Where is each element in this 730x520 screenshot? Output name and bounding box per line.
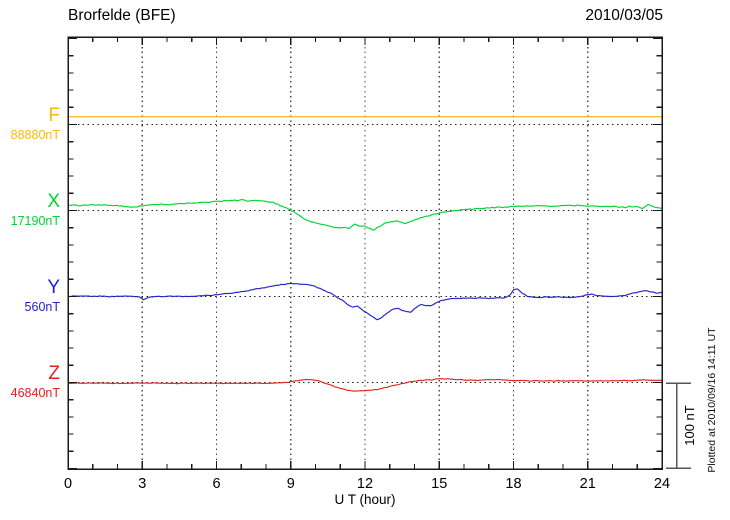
channel-baseline-value-f: 88880nT — [10, 128, 60, 142]
trace-layer — [67, 116, 663, 392]
x-axis-tick-label: 6 — [212, 476, 220, 492]
scale-bar-label: 100 nT — [682, 405, 697, 446]
channel-letter-f: F — [48, 105, 60, 126]
x-axis-tick-label: 3 — [138, 476, 146, 492]
channel-label-f: F 88880nT — [11, 106, 60, 143]
x-axis-tick-label: 15 — [431, 476, 447, 492]
x-axis-title: U T (hour) — [334, 492, 395, 507]
x-axis-tick-label: 21 — [580, 476, 596, 492]
channel-label-x: X 17190nT — [11, 192, 60, 229]
channel-letter-z: Z — [48, 363, 60, 384]
x-axis-tick-label: 9 — [287, 476, 295, 492]
scale-bar — [666, 382, 691, 469]
x-axis-tick-label: 12 — [357, 476, 373, 492]
trace-y — [67, 282, 663, 321]
plot-date: 2010/03/05 — [585, 7, 663, 24]
frame-layer — [67, 36, 663, 470]
plotted-timestamp-note: Plotted at 2010/09/16 14:11 UT — [706, 327, 718, 473]
channel-label-y: Y 560nT — [25, 278, 60, 315]
channel-letter-y: Y — [47, 277, 60, 298]
grid-layer — [141, 37, 589, 469]
x-axis-tick-label: 18 — [505, 476, 521, 492]
channel-label-z: Z 46840nT — [11, 364, 60, 401]
x-axis-labels: 0 3 6 9 12 15 18 21 24 — [64, 476, 670, 492]
trace-x — [67, 199, 663, 231]
channel-baseline-value-z: 46840nT — [10, 386, 60, 400]
x-axis-tick-label: 0 — [64, 476, 72, 492]
trace-z — [67, 377, 663, 392]
channel-baseline-value-y: 560nT — [24, 300, 60, 314]
channel-baseline-value-x: 17190nT — [10, 214, 60, 228]
channel-letter-x: X — [47, 191, 60, 212]
station-title: Brorfelde (BFE) — [68, 7, 176, 24]
x-axis-tick-label: 24 — [654, 476, 670, 492]
